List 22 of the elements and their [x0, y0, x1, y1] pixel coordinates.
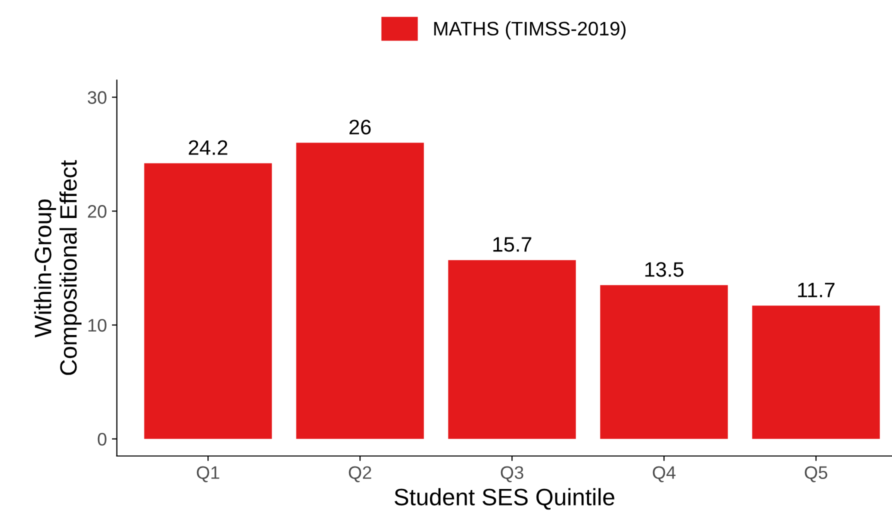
- x-tick-label: Q3: [500, 466, 524, 482]
- bar: [448, 260, 576, 439]
- x-tick-label: Q1: [196, 466, 220, 482]
- data-label: 15.7: [493, 237, 532, 252]
- y-tick-label: 10: [88, 318, 106, 332]
- bar: [600, 285, 728, 439]
- data-label: 13.5: [645, 262, 684, 277]
- data-label: 11.7: [798, 282, 834, 298]
- bar: [296, 142, 424, 439]
- bar: [144, 163, 272, 439]
- bar: [752, 306, 880, 439]
- y-axis-title: Within-Group Compositional Effect: [34, 160, 82, 375]
- x-tick-label: Q2: [348, 466, 372, 482]
- x-tick-label: Q4: [652, 466, 676, 482]
- y-tick-label: 20: [88, 205, 106, 218]
- data-label: 26: [350, 120, 371, 134]
- y-tick-label: 0: [98, 432, 106, 446]
- y-tick-label: 30: [88, 91, 106, 104]
- data-label: 24.2: [188, 140, 228, 155]
- x-tick-label: Q5: [804, 466, 828, 482]
- x-axis-title: Student SES Quintile: [394, 488, 614, 510]
- legend-label: MATHS (TIMSS-2019): [434, 21, 626, 40]
